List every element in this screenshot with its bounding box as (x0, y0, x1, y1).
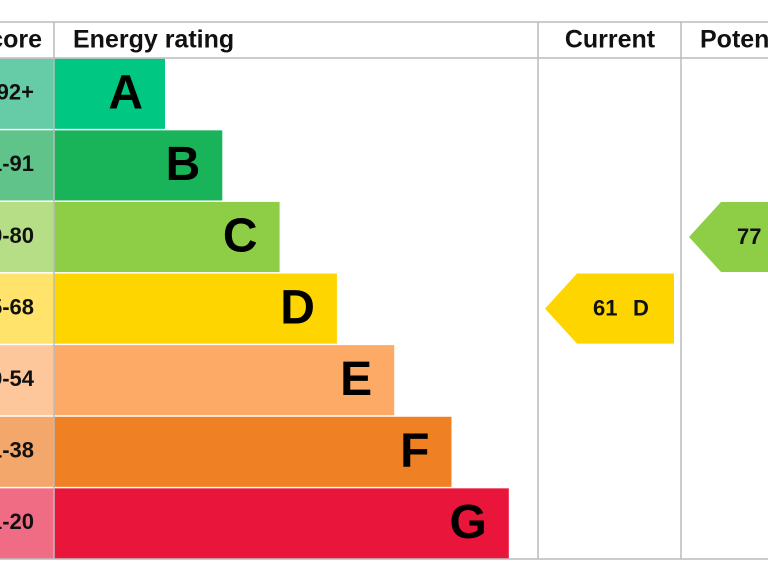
current-rating: D (633, 295, 649, 320)
rating-bar (54, 201, 280, 273)
rating-bar (54, 58, 165, 129)
score-range: 81-91 (0, 151, 34, 176)
rating-bar (54, 416, 452, 487)
band-letter: G (449, 496, 486, 549)
current-header: Current (565, 26, 656, 54)
current-arrow (545, 273, 674, 344)
current-score: 61 (593, 295, 617, 320)
score-cell (0, 488, 54, 559)
rating-header: Energy rating (73, 26, 234, 54)
score-cell (0, 58, 54, 129)
score-range: 39-54 (0, 366, 35, 391)
band-letter: D (280, 281, 315, 334)
rating-bar (54, 130, 223, 201)
band-letter: F (400, 424, 429, 477)
band-letter: A (108, 66, 143, 119)
score-cell (0, 416, 54, 487)
potential-arrow (689, 201, 768, 273)
rating-bar (54, 345, 395, 416)
score-range: 1-20 (0, 509, 34, 534)
score-range: 21-38 (0, 438, 34, 463)
score-range: 55-68 (0, 294, 34, 319)
score-cell (0, 345, 54, 416)
score-range: 92+ (0, 80, 34, 105)
band-letter: B (166, 138, 201, 191)
score-header: Score (0, 26, 42, 54)
score-cell (0, 201, 54, 273)
score-cell (0, 130, 54, 201)
rating-bar (54, 273, 337, 344)
band-letter: C (223, 210, 258, 263)
score-range: 69-80 (0, 223, 34, 248)
potential-score: 77 (737, 224, 761, 249)
rating-bar (54, 488, 509, 559)
band-letter: E (340, 353, 372, 406)
potential-header: Potential (700, 26, 768, 54)
score-cell (0, 273, 54, 344)
